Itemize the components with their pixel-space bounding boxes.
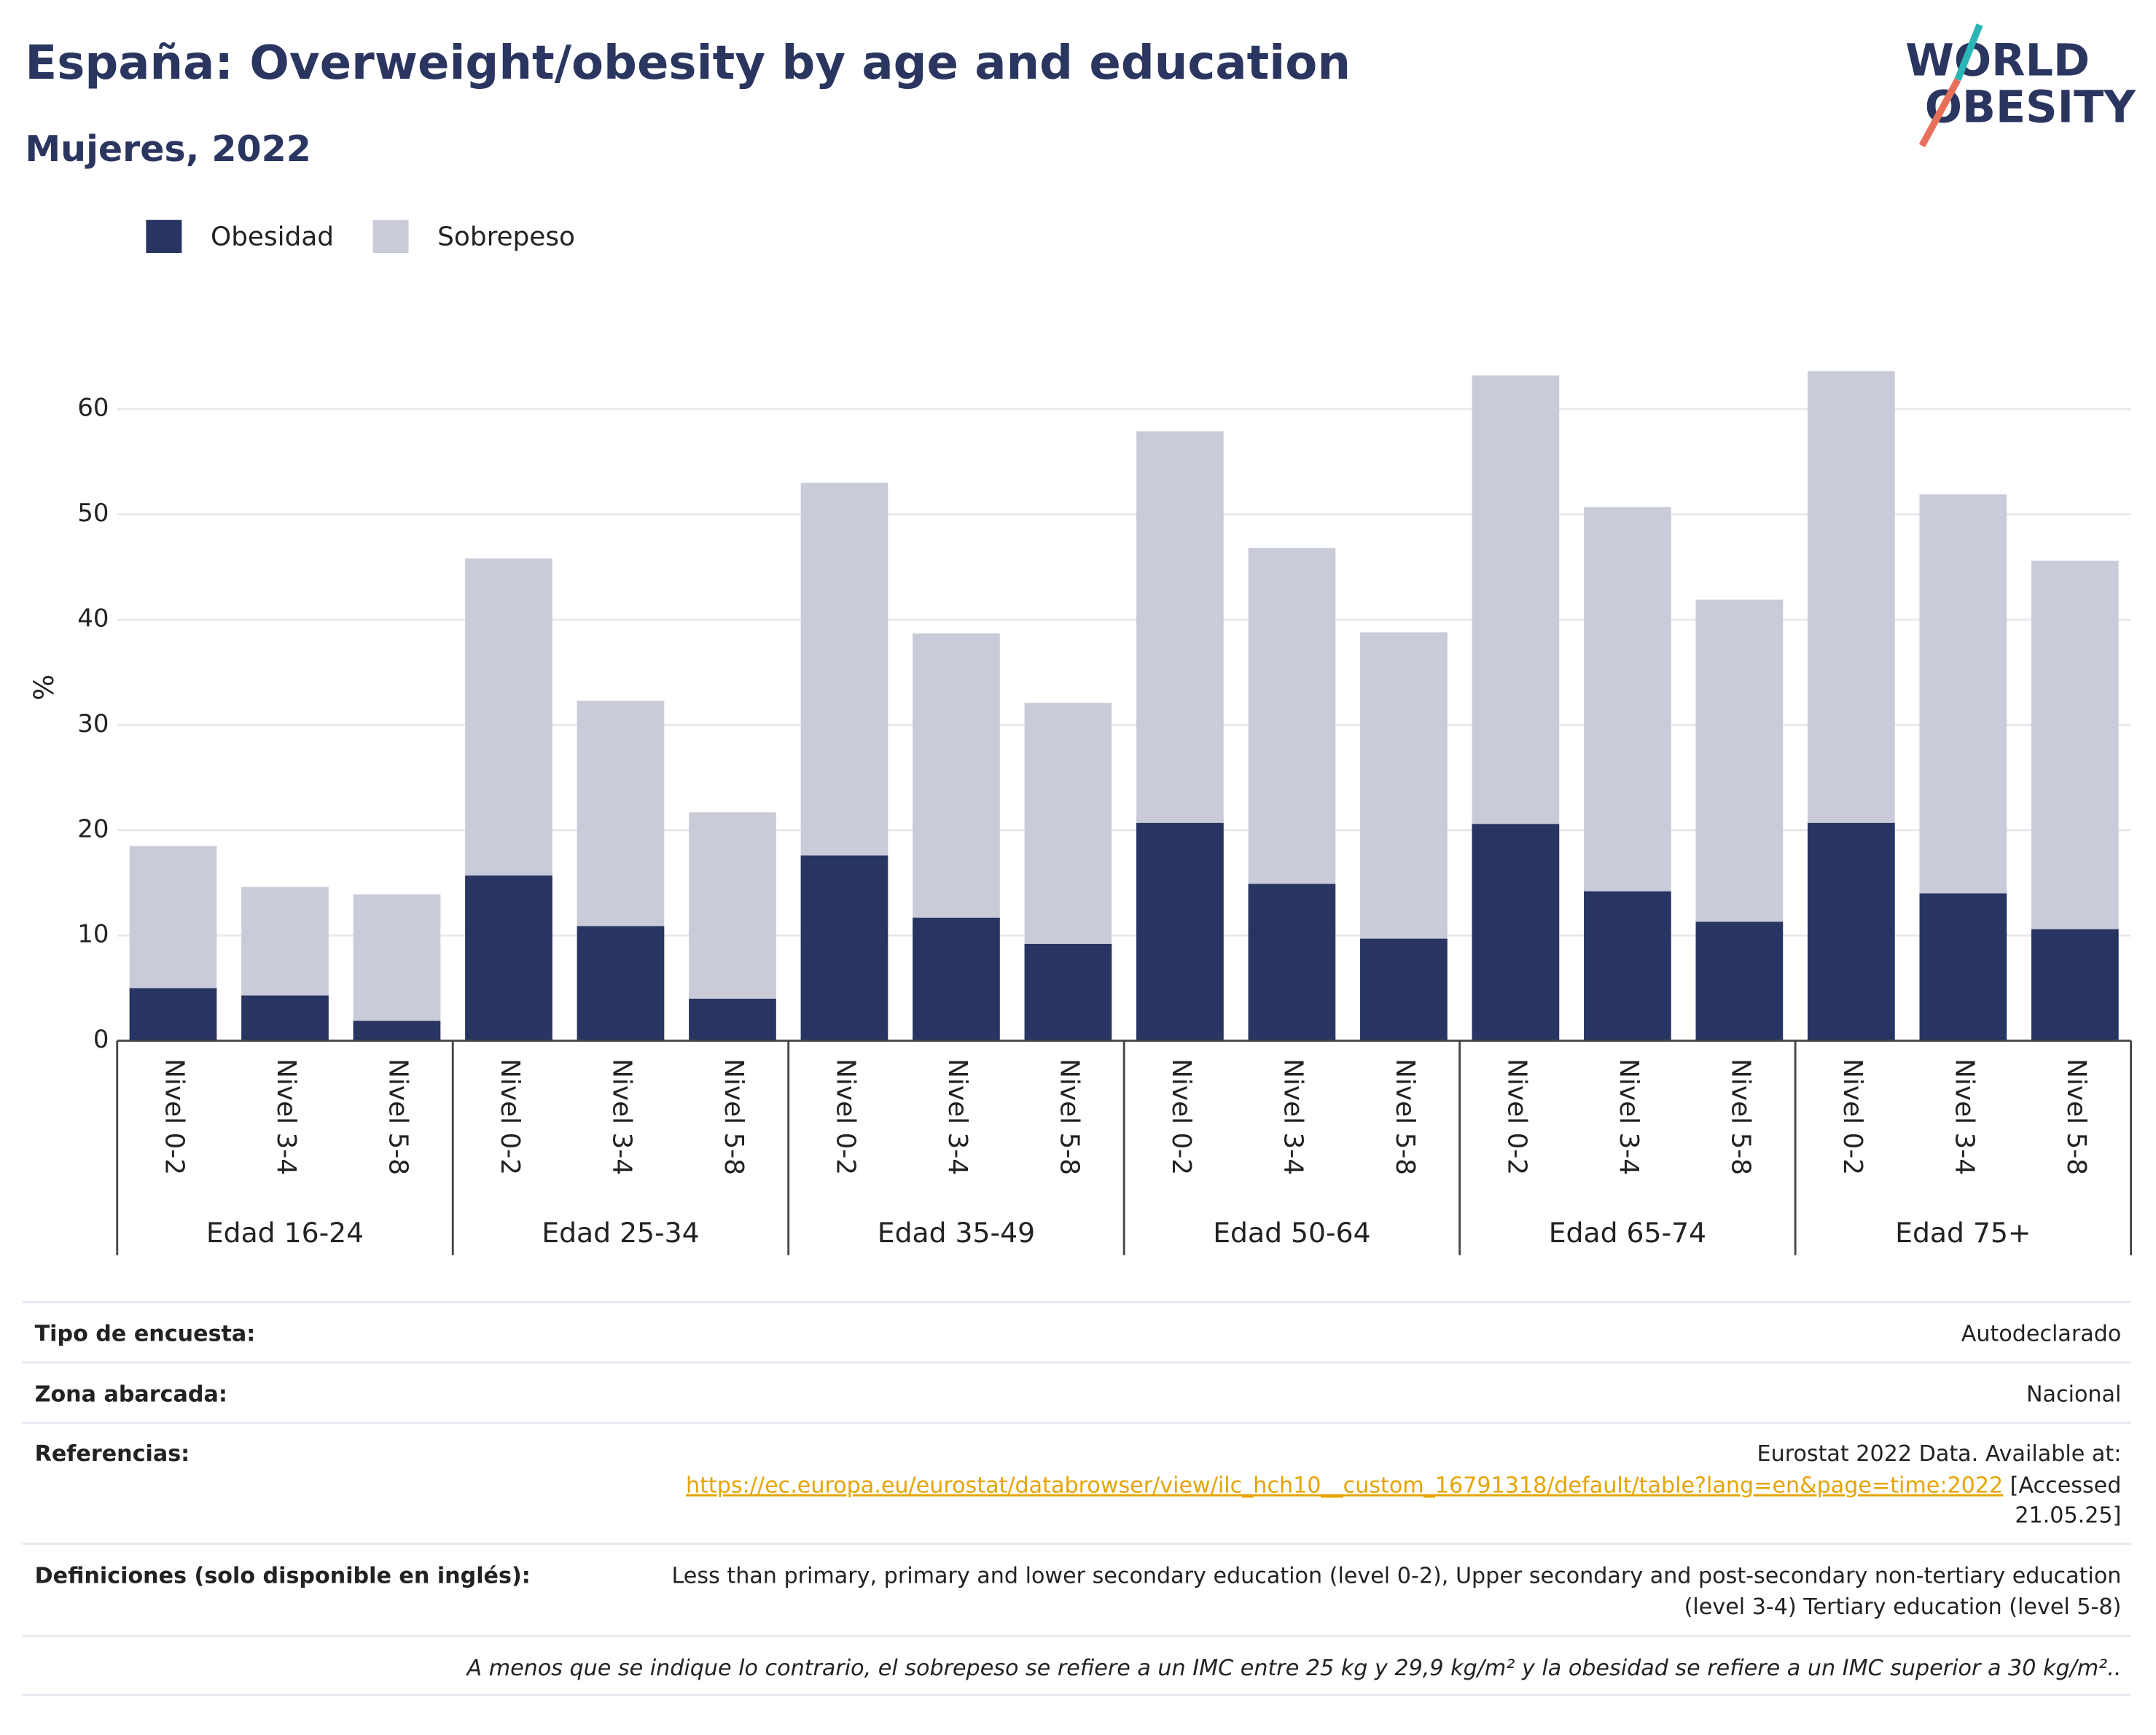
x-tick-label: Nivel 3-4 xyxy=(606,1058,636,1175)
legend-swatch xyxy=(146,219,182,254)
bar-segment xyxy=(1472,824,1560,1041)
bar-segment xyxy=(913,917,1000,1041)
chart-title: España: Overweight/obesity by age and ed… xyxy=(25,36,1351,90)
y-axis-label: % xyxy=(28,674,60,701)
bar-segment xyxy=(1360,632,1448,939)
bar-segment xyxy=(689,812,776,999)
group-label: Edad 35-49 xyxy=(878,1217,1035,1249)
bar-segment xyxy=(1919,494,2007,894)
bar-segment xyxy=(1248,547,1336,884)
logo-slash xyxy=(1954,23,1983,82)
bar-segment xyxy=(1695,599,1784,922)
bar-segment xyxy=(1360,938,1448,1041)
x-tick-label: Nivel 0-2 xyxy=(495,1058,525,1175)
table-value: Eurostat 2022 Data. Available at: xyxy=(1757,1441,2122,1467)
x-tick-label: Nivel 0-2 xyxy=(1166,1058,1196,1175)
y-tick-label: 10 xyxy=(77,920,109,949)
table-value: 21.05.25] xyxy=(2015,1503,2121,1529)
x-tick-label: Nivel 3-4 xyxy=(1949,1058,1979,1175)
bar-segment xyxy=(577,701,665,927)
bar-segment xyxy=(2031,561,2119,929)
bar-segment xyxy=(2031,929,2119,1041)
bar-segment xyxy=(1584,891,1671,1041)
bar-segment xyxy=(353,1021,441,1041)
table-value: Autodeclarado xyxy=(1961,1322,2122,1347)
bar-segment xyxy=(1808,822,1895,1041)
x-tick-label: Nivel 5-8 xyxy=(1390,1058,1420,1175)
y-tick-label: 60 xyxy=(77,394,109,423)
x-tick-label: Nivel 5-8 xyxy=(719,1058,749,1175)
y-tick-label: 50 xyxy=(77,499,109,528)
bar-segment xyxy=(1024,703,1112,944)
logo-slash xyxy=(1918,78,1961,148)
bar-segment xyxy=(1024,943,1112,1041)
x-tick-label: Nivel 0-2 xyxy=(1837,1058,1867,1175)
bar-segment xyxy=(800,855,888,1041)
bar-segment xyxy=(241,995,329,1041)
bar-segment xyxy=(1919,893,2007,1041)
bar-segment xyxy=(689,998,776,1041)
y-tick-label: 40 xyxy=(77,604,109,633)
table-label: Tipo de encuesta: xyxy=(35,1322,256,1347)
table-label: Definiciones (solo disponible en inglés)… xyxy=(35,1564,531,1589)
bar-segment xyxy=(465,558,552,876)
x-tick-label: Nivel 3-4 xyxy=(1614,1058,1644,1175)
table-value: https://ec.europa.eu/eurostat/databrowse… xyxy=(686,1473,2121,1498)
x-tick-label: Nivel 5-8 xyxy=(2061,1058,2091,1175)
bar-segment xyxy=(913,633,1000,918)
bar-segment xyxy=(129,846,217,989)
bar-segment xyxy=(577,926,665,1041)
bar-segment xyxy=(1584,507,1671,892)
x-tick-label: Nivel 0-2 xyxy=(1501,1058,1531,1175)
bar-segment xyxy=(1136,431,1224,823)
group-label: Edad 75+ xyxy=(1895,1217,2031,1249)
x-tick-label: Nivel 5-8 xyxy=(1054,1058,1084,1175)
y-tick-label: 30 xyxy=(77,709,109,738)
bar-segment xyxy=(1808,371,1895,823)
bar-segment xyxy=(1136,822,1224,1041)
bar-segment xyxy=(1695,921,1784,1041)
legend-label: Sobrepeso xyxy=(437,222,575,252)
x-tick-label: Nivel 5-8 xyxy=(383,1058,413,1175)
table-label: Zona abarcada: xyxy=(35,1382,227,1408)
group-label: Edad 50-64 xyxy=(1213,1217,1370,1249)
table-label: Referencias: xyxy=(35,1441,190,1467)
bar-segment xyxy=(1248,884,1336,1041)
bar-segment xyxy=(465,875,552,1041)
legend-label: Obesidad xyxy=(211,222,334,252)
reference-link[interactable]: https://ec.europa.eu/eurostat/databrowse… xyxy=(686,1473,2003,1498)
bar-segment xyxy=(800,483,888,856)
logo-text: WORLD xyxy=(1905,35,2090,86)
table-value: Nacional xyxy=(2026,1382,2121,1408)
x-tick-label: Nivel 0-2 xyxy=(830,1058,860,1175)
y-tick-label: 0 xyxy=(93,1025,109,1054)
table-value: (level 3-4) Tertiary education (level 5-… xyxy=(1684,1594,2122,1620)
bar-segment xyxy=(129,988,217,1041)
table-value: [Accessed xyxy=(2010,1473,2122,1498)
bar-segment xyxy=(353,894,441,1021)
table-value: Less than primary, primary and lower sec… xyxy=(672,1564,2122,1589)
legend-swatch xyxy=(372,219,409,254)
logo-text: OBESITY xyxy=(1925,82,2137,133)
x-tick-label: Nivel 0-2 xyxy=(160,1058,190,1175)
chart-subtitle: Mujeres, 2022 xyxy=(25,128,310,170)
x-tick-label: Nivel 3-4 xyxy=(1278,1058,1308,1175)
bar-segment xyxy=(241,886,329,996)
x-tick-label: Nivel 3-4 xyxy=(942,1058,972,1175)
y-tick-label: 20 xyxy=(77,814,109,843)
footnote: A menos que se indique lo contrario, el … xyxy=(465,1656,2121,1681)
group-label: Edad 65-74 xyxy=(1549,1217,1706,1249)
bar-segment xyxy=(1472,375,1560,824)
logo: WORLD OBESITY xyxy=(1905,23,2137,148)
group-label: Edad 16-24 xyxy=(206,1217,364,1249)
x-tick-label: Nivel 5-8 xyxy=(1725,1058,1755,1175)
x-tick-label: Nivel 3-4 xyxy=(271,1058,301,1175)
group-label: Edad 25-34 xyxy=(542,1217,699,1249)
